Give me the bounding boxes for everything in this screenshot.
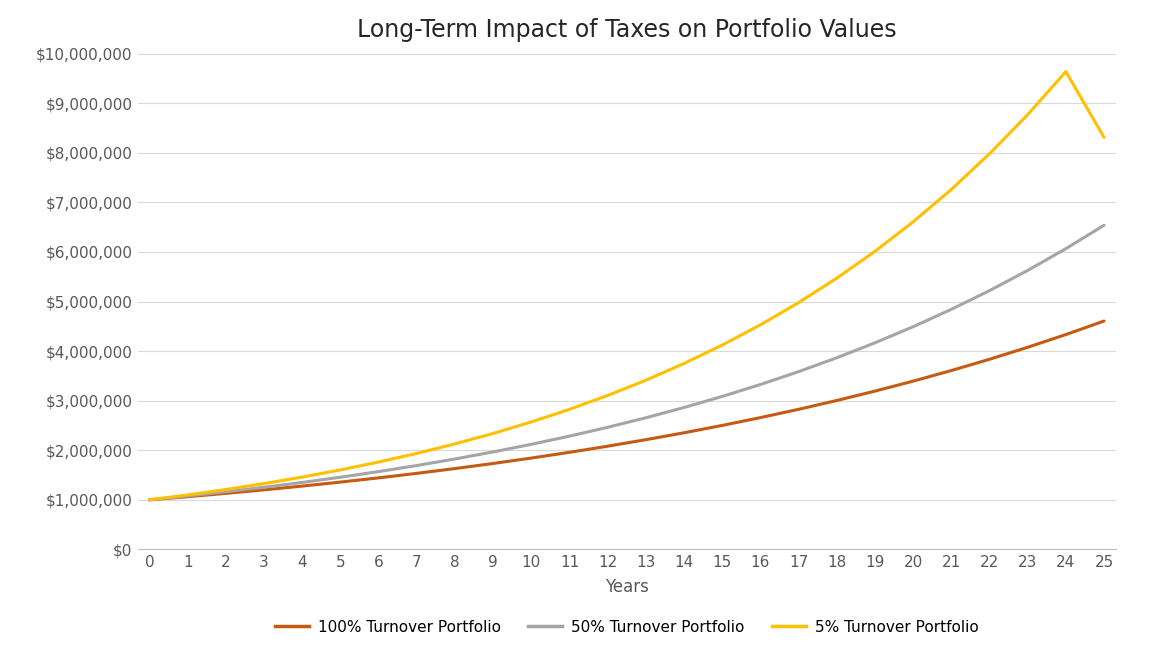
5% Turnover Portfolio bbox=[524, 418, 538, 426]
100% Turnover Portfolio bbox=[906, 377, 920, 385]
50% Turnover Portfolio bbox=[868, 339, 882, 347]
50% Turnover Portfolio bbox=[715, 393, 729, 401]
5% Turnover Portfolio bbox=[296, 473, 309, 481]
5% Turnover Portfolio bbox=[258, 480, 271, 488]
50% Turnover Portfolio bbox=[639, 414, 653, 422]
100% Turnover Portfolio bbox=[1059, 330, 1073, 338]
100% Turnover Portfolio bbox=[677, 429, 691, 437]
5% Turnover Portfolio bbox=[334, 466, 347, 474]
Title: Long-Term Impact of Taxes on Portfolio Values: Long-Term Impact of Taxes on Portfolio V… bbox=[356, 18, 897, 42]
100% Turnover Portfolio bbox=[143, 496, 156, 504]
100% Turnover Portfolio bbox=[791, 405, 805, 413]
50% Turnover Portfolio bbox=[944, 306, 958, 314]
50% Turnover Portfolio bbox=[830, 354, 844, 362]
100% Turnover Portfolio bbox=[830, 397, 844, 405]
50% Turnover Portfolio bbox=[791, 368, 805, 376]
X-axis label: Years: Years bbox=[605, 578, 649, 596]
50% Turnover Portfolio bbox=[258, 483, 271, 491]
50% Turnover Portfolio bbox=[218, 488, 232, 496]
50% Turnover Portfolio bbox=[1097, 221, 1111, 229]
100% Turnover Portfolio bbox=[600, 442, 614, 450]
50% Turnover Portfolio bbox=[524, 440, 538, 448]
5% Turnover Portfolio bbox=[486, 429, 500, 438]
5% Turnover Portfolio bbox=[639, 377, 653, 385]
100% Turnover Portfolio bbox=[371, 474, 385, 482]
50% Turnover Portfolio bbox=[562, 432, 576, 440]
5% Turnover Portfolio bbox=[868, 247, 882, 255]
50% Turnover Portfolio bbox=[371, 468, 385, 476]
100% Turnover Portfolio bbox=[258, 486, 271, 494]
50% Turnover Portfolio bbox=[181, 492, 194, 500]
50% Turnover Portfolio bbox=[296, 478, 309, 486]
5% Turnover Portfolio bbox=[143, 496, 156, 504]
50% Turnover Portfolio bbox=[448, 455, 462, 463]
Legend: 100% Turnover Portfolio, 50% Turnover Portfolio, 5% Turnover Portfolio: 100% Turnover Portfolio, 50% Turnover Po… bbox=[269, 614, 984, 641]
5% Turnover Portfolio bbox=[181, 491, 194, 499]
100% Turnover Portfolio bbox=[1097, 317, 1111, 325]
50% Turnover Portfolio bbox=[753, 381, 767, 389]
50% Turnover Portfolio bbox=[982, 287, 996, 295]
5% Turnover Portfolio bbox=[448, 440, 462, 448]
5% Turnover Portfolio bbox=[715, 341, 729, 349]
Line: 50% Turnover Portfolio: 50% Turnover Portfolio bbox=[150, 225, 1104, 500]
100% Turnover Portfolio bbox=[868, 387, 882, 395]
5% Turnover Portfolio bbox=[944, 186, 958, 194]
100% Turnover Portfolio bbox=[982, 355, 996, 363]
50% Turnover Portfolio bbox=[486, 448, 500, 456]
100% Turnover Portfolio bbox=[562, 448, 576, 456]
5% Turnover Portfolio bbox=[562, 405, 576, 413]
Line: 5% Turnover Portfolio: 5% Turnover Portfolio bbox=[150, 72, 1104, 500]
100% Turnover Portfolio bbox=[753, 413, 767, 421]
100% Turnover Portfolio bbox=[296, 482, 309, 490]
5% Turnover Portfolio bbox=[409, 450, 423, 458]
5% Turnover Portfolio bbox=[1021, 111, 1035, 119]
Line: 100% Turnover Portfolio: 100% Turnover Portfolio bbox=[150, 321, 1104, 500]
5% Turnover Portfolio bbox=[218, 486, 232, 494]
100% Turnover Portfolio bbox=[639, 436, 653, 444]
5% Turnover Portfolio bbox=[906, 218, 920, 226]
50% Turnover Portfolio bbox=[143, 496, 156, 504]
100% Turnover Portfolio bbox=[715, 421, 729, 429]
100% Turnover Portfolio bbox=[218, 489, 232, 497]
5% Turnover Portfolio bbox=[982, 150, 996, 158]
5% Turnover Portfolio bbox=[371, 458, 385, 466]
5% Turnover Portfolio bbox=[1097, 133, 1111, 141]
5% Turnover Portfolio bbox=[791, 299, 805, 307]
100% Turnover Portfolio bbox=[334, 478, 347, 486]
5% Turnover Portfolio bbox=[753, 321, 767, 329]
5% Turnover Portfolio bbox=[600, 391, 614, 399]
50% Turnover Portfolio bbox=[1059, 245, 1073, 253]
100% Turnover Portfolio bbox=[486, 460, 500, 468]
100% Turnover Portfolio bbox=[181, 492, 194, 500]
5% Turnover Portfolio bbox=[830, 274, 844, 282]
50% Turnover Portfolio bbox=[600, 423, 614, 431]
50% Turnover Portfolio bbox=[334, 473, 347, 481]
100% Turnover Portfolio bbox=[448, 464, 462, 472]
100% Turnover Portfolio bbox=[944, 366, 958, 375]
5% Turnover Portfolio bbox=[677, 360, 691, 368]
50% Turnover Portfolio bbox=[409, 462, 423, 470]
5% Turnover Portfolio bbox=[1059, 68, 1073, 76]
50% Turnover Portfolio bbox=[906, 323, 920, 331]
50% Turnover Portfolio bbox=[677, 403, 691, 411]
50% Turnover Portfolio bbox=[1021, 267, 1035, 275]
100% Turnover Portfolio bbox=[409, 470, 423, 478]
100% Turnover Portfolio bbox=[1021, 343, 1035, 351]
100% Turnover Portfolio bbox=[524, 454, 538, 462]
